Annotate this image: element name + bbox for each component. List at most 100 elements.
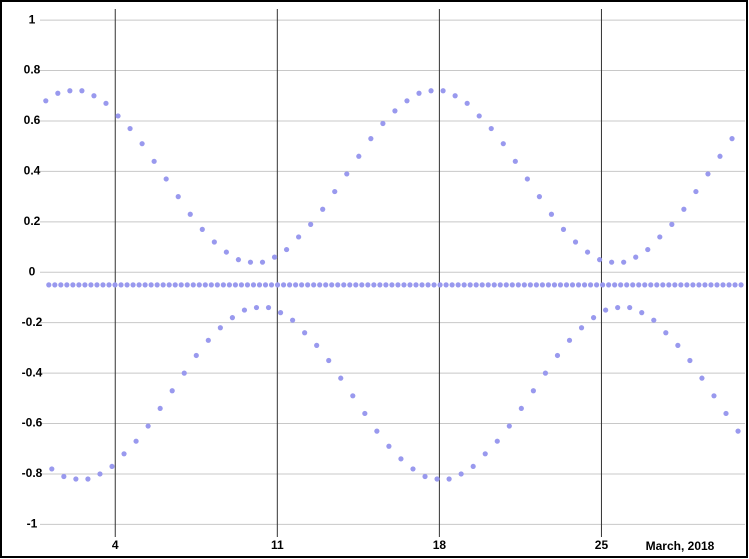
data-point bbox=[142, 282, 148, 288]
data-point bbox=[482, 451, 488, 457]
data-point bbox=[521, 282, 527, 288]
data-point bbox=[512, 158, 518, 164]
data-point bbox=[633, 254, 639, 260]
data-point bbox=[717, 153, 723, 159]
data-point bbox=[386, 443, 392, 449]
data-point bbox=[277, 310, 284, 316]
data-point bbox=[220, 282, 226, 288]
x-tick-label: 25 bbox=[595, 538, 609, 552]
data-point bbox=[476, 113, 482, 119]
data-point bbox=[299, 282, 305, 288]
data-point bbox=[88, 282, 94, 288]
data-point bbox=[308, 221, 314, 227]
data-point bbox=[434, 476, 440, 482]
data-point bbox=[678, 282, 684, 288]
y-tick-label: 0.6 bbox=[24, 113, 41, 127]
data-point bbox=[305, 282, 311, 288]
data-point bbox=[302, 330, 308, 336]
data-point bbox=[524, 176, 530, 182]
data-point bbox=[380, 120, 386, 127]
data-point bbox=[401, 282, 407, 288]
data-point bbox=[455, 282, 461, 288]
data-point bbox=[675, 342, 681, 348]
data-point bbox=[52, 282, 58, 288]
data-point bbox=[235, 257, 242, 263]
data-point bbox=[145, 423, 151, 429]
data-point bbox=[338, 375, 344, 381]
data-point bbox=[494, 438, 500, 444]
data-point bbox=[533, 282, 539, 288]
data-point bbox=[148, 282, 154, 288]
data-point bbox=[317, 282, 323, 288]
data-point bbox=[702, 282, 708, 288]
x-tick-label: 18 bbox=[433, 538, 447, 552]
data-point bbox=[118, 282, 124, 288]
data-point bbox=[593, 282, 600, 288]
data-point bbox=[500, 141, 506, 147]
y-tick-label: -1 bbox=[27, 517, 38, 531]
data-point bbox=[566, 337, 573, 343]
data-point bbox=[425, 282, 431, 288]
data-point bbox=[323, 282, 329, 288]
data-point bbox=[603, 307, 609, 313]
data-point bbox=[175, 194, 181, 200]
y-tick-label: -0.6 bbox=[22, 416, 43, 430]
data-point bbox=[172, 282, 178, 288]
data-point bbox=[229, 315, 235, 321]
data-point bbox=[76, 282, 82, 288]
y-tick-label: 0.4 bbox=[24, 164, 41, 178]
data-point bbox=[58, 282, 64, 288]
data-point bbox=[527, 282, 533, 288]
data-point bbox=[193, 352, 199, 359]
y-tick-label: 1 bbox=[29, 12, 36, 26]
data-point bbox=[696, 282, 702, 288]
data-point bbox=[181, 370, 187, 376]
data-point bbox=[97, 471, 103, 477]
data-point bbox=[293, 282, 299, 288]
data-point bbox=[663, 330, 669, 336]
data-point bbox=[569, 282, 576, 288]
data-point bbox=[735, 428, 741, 434]
data-point bbox=[443, 282, 449, 288]
data-point bbox=[43, 98, 49, 104]
data-point bbox=[708, 282, 714, 288]
data-point bbox=[705, 171, 711, 177]
data-point bbox=[615, 304, 621, 311]
data-point bbox=[271, 254, 278, 260]
data-point bbox=[666, 282, 672, 288]
data-point bbox=[362, 410, 368, 417]
data-point bbox=[49, 466, 55, 472]
data-point bbox=[289, 317, 296, 323]
data-point bbox=[636, 282, 642, 288]
data-point bbox=[190, 282, 196, 288]
data-point bbox=[163, 176, 169, 182]
data-point bbox=[479, 282, 485, 288]
data-point bbox=[515, 282, 521, 288]
data-point bbox=[539, 282, 546, 288]
data-point bbox=[280, 282, 287, 288]
data-point bbox=[648, 282, 654, 288]
data-point bbox=[232, 282, 239, 288]
data-point bbox=[160, 282, 166, 288]
data-point bbox=[530, 388, 536, 394]
data-point bbox=[347, 282, 353, 288]
data-point bbox=[196, 282, 202, 288]
data-point bbox=[377, 282, 383, 288]
data-point bbox=[356, 153, 362, 159]
data-point bbox=[503, 282, 509, 288]
data-point bbox=[404, 98, 410, 104]
data-point bbox=[85, 476, 91, 482]
data-point bbox=[630, 282, 636, 288]
data-point bbox=[211, 239, 217, 245]
y-tick-label: 0.2 bbox=[24, 214, 41, 228]
data-point bbox=[389, 282, 395, 288]
data-point bbox=[154, 282, 160, 288]
y-tick-label: -0.2 bbox=[22, 315, 43, 329]
data-point bbox=[618, 282, 624, 288]
data-point bbox=[103, 100, 109, 106]
data-point bbox=[124, 282, 130, 288]
y-tick-label: -0.8 bbox=[22, 466, 43, 480]
data-point bbox=[660, 282, 666, 288]
data-point bbox=[542, 370, 549, 376]
data-point bbox=[584, 249, 591, 255]
